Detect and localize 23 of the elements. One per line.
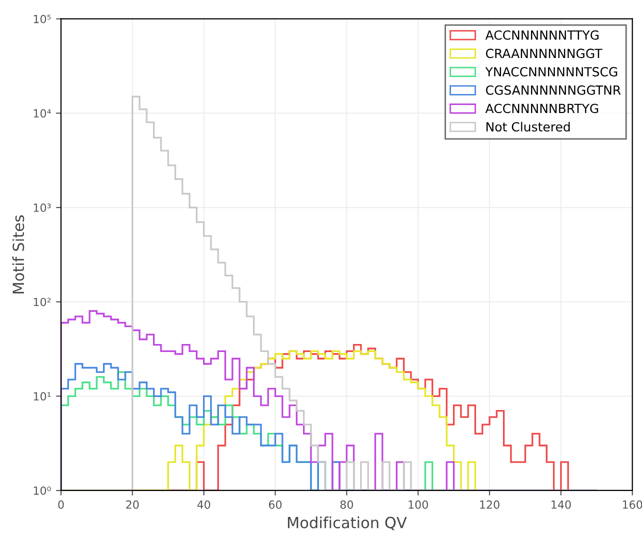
x-tick-label: 60 [268,500,282,509]
legend-label: ACCNNNNNBRTYG [485,104,598,114]
y-tick-label: 10⁵ [34,14,51,24]
x-tick-label: 160 [622,500,642,509]
legend-label: ACCNNNNNNTTYG [485,30,599,40]
x-tick-label: 100 [408,500,428,509]
x-tick-label: 140 [552,500,571,509]
x-tick-label: 40 [197,500,210,509]
y-tick-label: 10⁰ [34,486,51,495]
y-tick-label: 10² [34,298,51,306]
x-tick-label: 120 [480,500,500,509]
legend-label: CGSANNNNNNGGTNR [486,85,621,95]
legend-label: YNACCNNNNNNTSCG [485,67,618,76]
y-tick-label: 10⁴ [34,109,51,118]
x-tick-label: 0 [58,500,64,509]
y-axis-title: Motif Sites [12,215,24,294]
legend-label: Not Clustered [486,122,570,132]
x-axis-title: Modification QV [288,516,407,530]
x-tick-label: 80 [340,500,354,509]
y-tick-label: 10³ [34,203,51,212]
legend-label: CRAANNNNNNGGT [486,48,602,58]
x-tick-label: 20 [126,500,139,509]
y-tick-label: 10¹ [34,392,51,401]
